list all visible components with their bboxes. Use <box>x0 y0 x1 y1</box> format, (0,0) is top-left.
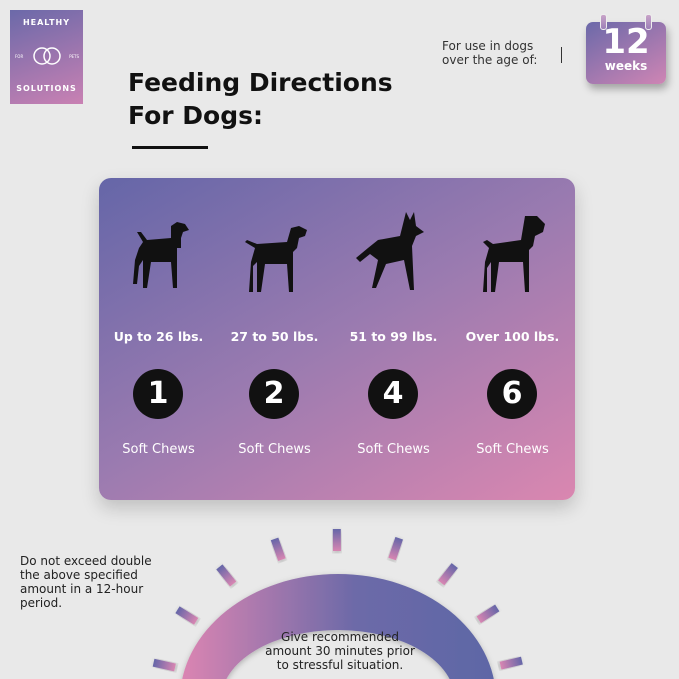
dosage-warning: Do not exceed double the above specified… <box>20 554 152 610</box>
logo-left-text: FOR <box>15 54 24 59</box>
title-line-1: Feeding Directions <box>128 68 393 97</box>
chew-count: 6 <box>487 369 537 419</box>
timing-note: Give recommended amount 30 minutes prior… <box>265 630 415 672</box>
shepherd-icon <box>356 212 424 290</box>
weight-range: 27 to 50 lbs. <box>230 329 319 344</box>
calendar-icon: 12 weeks <box>586 14 666 84</box>
age-unit: weeks <box>604 59 648 73</box>
divider <box>561 47 562 63</box>
mastiff-icon <box>483 216 545 292</box>
arc-tick <box>499 656 523 670</box>
age-number: 12 <box>602 22 650 62</box>
weight-range: 51 to 99 lbs. <box>349 329 438 344</box>
pitbull-icon <box>245 226 307 292</box>
age-line-2: over the age of: <box>442 53 538 67</box>
chew-unit: Soft Chews <box>357 442 430 457</box>
logo-right-text: PETS <box>69 54 79 59</box>
logo-bottom-text: SOLUTIONS <box>16 84 77 93</box>
arc-ticks <box>152 528 523 672</box>
arc-tick <box>332 528 341 552</box>
chew-unit: Soft Chews <box>238 442 311 457</box>
arc-band <box>182 574 494 679</box>
weight-range: Up to 26 lbs. <box>113 329 204 344</box>
logo-top-text: HEALTHY <box>22 18 71 27</box>
arc-tick <box>438 563 458 586</box>
chew-unit: Soft Chews <box>122 442 195 457</box>
terrier-icon <box>133 222 189 288</box>
arc-tick <box>152 658 176 672</box>
chew-count: 2 <box>249 369 299 419</box>
age-line-1: For use in dogs <box>442 39 534 53</box>
dosage-card: Up to 26 lbs. 1 Soft Chews 27 to 50 lbs.… <box>99 178 575 500</box>
page-title: Feeding Directions For Dogs: <box>128 66 393 132</box>
arc-tick <box>216 564 237 587</box>
chew-count: 1 <box>133 369 183 419</box>
weight-range: Over 100 lbs. <box>465 329 560 344</box>
age-requirement: For use in dogs over the age of: <box>442 39 537 67</box>
arc-tick <box>175 606 199 625</box>
arc-tick <box>388 536 404 561</box>
chew-unit: Soft Chews <box>476 442 549 457</box>
brand-logo: HEALTHY FOR PETS SOLUTIONS <box>10 10 83 104</box>
arc-tick <box>476 604 500 624</box>
chew-count: 4 <box>368 369 418 419</box>
title-line-2: For Dogs: <box>128 101 263 130</box>
arc-tick <box>270 537 286 561</box>
title-underline <box>132 146 208 149</box>
cat-dog-icon <box>33 47 61 65</box>
